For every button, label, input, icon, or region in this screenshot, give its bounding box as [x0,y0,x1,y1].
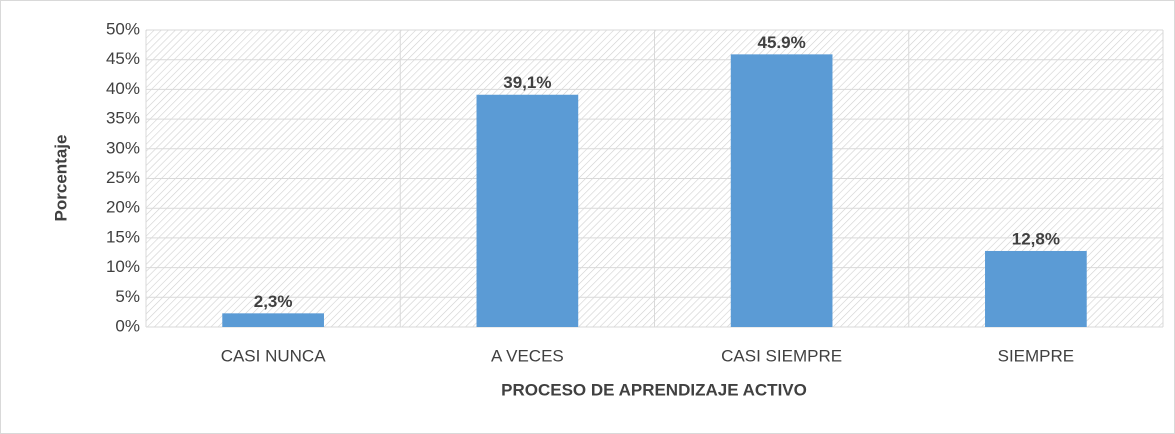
x-tick-label: A VECES [491,346,564,365]
y-tick-label: 10% [106,257,140,276]
y-tick-label: 5% [115,287,140,306]
data-label: 45.9% [758,33,806,52]
x-axis-title: PROCESO DE APRENDIZAJE ACTIVO [501,380,807,399]
y-axis-title: Porcentaje [51,135,70,222]
bar [222,313,324,327]
x-tick-label: CASI SIEMPRE [721,346,842,365]
y-tick-label: 35% [106,109,140,128]
y-tick-label: 20% [106,198,140,217]
x-tick-label: CASI NUNCA [221,346,327,365]
y-tick-label: 50% [106,19,140,38]
bar [476,94,579,327]
y-tick-label: 15% [106,227,140,246]
data-label: 12,8% [1012,229,1060,248]
data-label: 39,1% [503,73,551,92]
bar [730,54,833,327]
y-tick-label: 40% [106,79,140,98]
y-tick-label: 45% [106,49,140,68]
data-label: 2,3% [254,292,293,311]
y-tick-label: 25% [106,168,140,187]
bar [985,250,1087,327]
x-tick-label: SIEMPRE [998,346,1075,365]
y-tick-label: 0% [115,316,140,335]
y-tick-label: 30% [106,138,140,157]
